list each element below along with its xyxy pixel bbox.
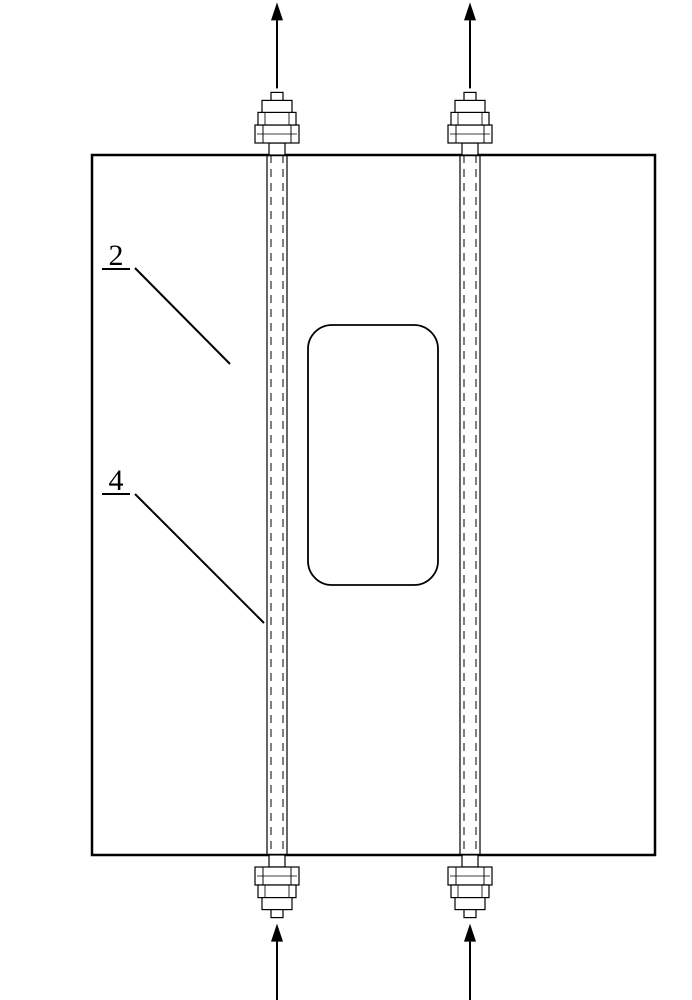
callout-label: 4 xyxy=(109,464,124,497)
fitting-neck xyxy=(269,143,285,155)
fitting-nozzle xyxy=(464,92,476,100)
fitting-nozzle xyxy=(464,910,476,918)
fitting-body xyxy=(451,885,489,898)
callout-leader xyxy=(135,268,230,364)
callout-leader xyxy=(135,494,264,623)
flow-arrow-head xyxy=(464,2,476,20)
diagram-svg: 24 xyxy=(0,0,692,1000)
fittings-group xyxy=(255,92,492,917)
fitting-cap xyxy=(455,898,485,910)
fitting-neck xyxy=(269,855,285,867)
fitting-cap xyxy=(455,100,485,112)
fitting-body xyxy=(258,112,296,125)
flow-arrow-head xyxy=(271,924,283,942)
pipes-group xyxy=(267,155,480,855)
fitting-neck xyxy=(462,855,478,867)
center-cavity xyxy=(308,325,438,585)
flow-arrows xyxy=(271,2,476,1000)
plate-outline xyxy=(92,155,655,855)
fitting-nozzle xyxy=(271,92,283,100)
flow-arrow-head xyxy=(464,924,476,942)
callout-label: 2 xyxy=(109,239,124,272)
fitting-cap xyxy=(262,898,292,910)
fitting-body xyxy=(451,112,489,125)
fitting-neck xyxy=(462,143,478,155)
diagram-canvas: { "canvas": { "width": 692, "height": 10… xyxy=(0,0,692,1000)
fitting-body xyxy=(258,885,296,898)
fitting-nozzle xyxy=(271,910,283,918)
callouts: 24 xyxy=(102,239,264,623)
fitting-cap xyxy=(262,100,292,112)
flow-arrow-head xyxy=(271,2,283,20)
